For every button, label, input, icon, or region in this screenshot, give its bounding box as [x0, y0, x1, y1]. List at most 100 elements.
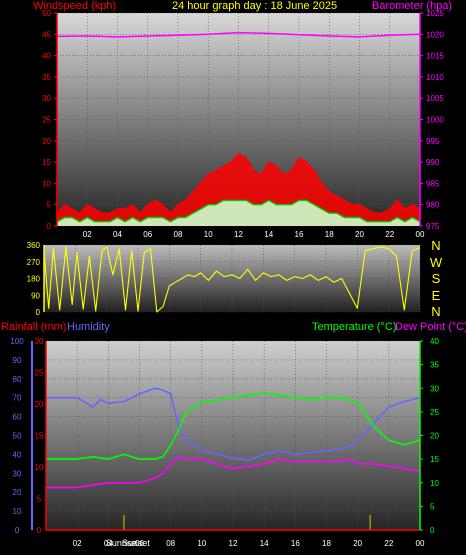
wind-tick-0: 0 [47, 222, 52, 231]
barometer-axis-title: Barometer (hpa) [372, 0, 452, 12]
baro-tick-990: 990 [426, 158, 440, 167]
rain-tick-30: 30 [35, 337, 44, 346]
dir-tick-90: 90 [31, 291, 40, 300]
rainfall-tick-labels: 0 5 10 15 20 25 30 [35, 337, 44, 535]
wind-hour-04: 04 [113, 230, 122, 239]
compass-label-n: N [431, 238, 440, 253]
humidity-tick-labels: 0 10 20 30 40 50 60 70 80 90 100 [10, 337, 24, 535]
baro-tick-1010: 1010 [426, 73, 444, 82]
wind-hour-14: 14 [264, 230, 273, 239]
baro-tick-1015: 1015 [426, 52, 444, 61]
temp-hour-06: 06 [135, 539, 144, 548]
wind-hour-08: 08 [174, 230, 183, 239]
wind-hour-06: 06 [143, 230, 152, 239]
temperature-hour-tick-labels: 02 04 06 08 10 12 14 16 18 20 22 00 [73, 539, 425, 548]
hum-tick-50: 50 [13, 432, 22, 441]
hum-tick-20: 20 [13, 488, 22, 497]
gust-line [56, 153, 421, 214]
barometer-tick-labels: 975 980 985 990 995 1000 1005 1010 1015 1020 1025 [420, 9, 444, 231]
temp-hour-02: 02 [73, 539, 82, 548]
baro-tick-980: 980 [426, 201, 440, 210]
temp-tick-30: 30 [430, 384, 439, 393]
temp-hour-22: 22 [384, 539, 393, 548]
wind-tick-15: 15 [42, 158, 51, 167]
temp-tick-0: 0 [430, 526, 435, 535]
baro-tick-1025: 1025 [426, 9, 444, 18]
dewpoint-axis-title: Dew Point (°C) [395, 321, 466, 333]
wind-tick-25: 25 [42, 116, 51, 125]
sunset-label: Sunset [122, 538, 151, 548]
temperature-line [46, 392, 421, 460]
rain-tick-0: 0 [37, 526, 42, 535]
baro-tick-1020: 1020 [426, 30, 444, 39]
temp-tick-15: 15 [430, 455, 439, 464]
temp-hour-04: 04 [104, 539, 113, 548]
direction-tick-labels: 0 90 180 270 360 [27, 241, 41, 317]
sunrise-label: Sunrise [106, 538, 137, 548]
baro-tick-1000: 1000 [426, 116, 444, 125]
hum-tick-90: 90 [13, 356, 22, 365]
hum-tick-10: 10 [13, 507, 22, 516]
temp-hour-18: 18 [322, 539, 331, 548]
direction-panel-series [43, 246, 421, 313]
wind-hour-18: 18 [325, 230, 334, 239]
hum-tick-80: 80 [13, 375, 22, 384]
compass-label-n-bottom: N [431, 304, 440, 319]
temp-hour-16: 16 [291, 539, 300, 548]
temperature-axis-title: Temperature (°C) [312, 321, 396, 333]
gust-area [57, 153, 420, 226]
humidity-line [46, 387, 421, 461]
rain-tick-25: 25 [35, 369, 44, 378]
barometer-line [56, 31, 421, 38]
windspeed-axis-title: Windspeed (kph) [33, 0, 116, 12]
hum-tick-0: 0 [15, 526, 20, 535]
baro-tick-1005: 1005 [426, 94, 444, 103]
temp-hour-10: 10 [197, 539, 206, 548]
wind-panel-series [56, 31, 421, 226]
temp-hour-00: 00 [416, 539, 425, 548]
rain-tick-5: 5 [37, 495, 42, 504]
wind-hour-16: 16 [295, 230, 304, 239]
windspeed-tick-labels: 0 5 10 15 20 25 30 35 40 45 50 [42, 9, 57, 231]
hum-tick-30: 30 [13, 469, 22, 478]
humidity-axis-title: Humidity [67, 321, 110, 333]
compass-label-w: W [430, 255, 443, 270]
average-area [57, 200, 420, 226]
wind-tick-50: 50 [42, 9, 51, 18]
hum-tick-40: 40 [13, 450, 22, 459]
dir-tick-0: 0 [36, 308, 41, 317]
wind-tick-40: 40 [42, 52, 51, 61]
temp-tick-5: 5 [430, 502, 435, 511]
temp-tick-20: 20 [430, 432, 439, 441]
baro-tick-985: 985 [426, 179, 440, 188]
wind-hour-10: 10 [204, 230, 213, 239]
wind-tick-45: 45 [42, 30, 51, 39]
temperature-tick-labels: 0 5 10 15 20 25 30 35 40 [420, 337, 439, 535]
compass-label-s: S [432, 271, 441, 286]
wind-tick-30: 30 [42, 94, 51, 103]
temp-hour-12: 12 [229, 539, 238, 548]
dir-tick-270: 270 [27, 258, 41, 267]
rain-tick-20: 20 [35, 400, 44, 409]
temp-tick-10: 10 [430, 479, 439, 488]
rain-tick-15: 15 [35, 432, 44, 441]
wind-hour-00: 00 [416, 230, 425, 239]
hum-tick-60: 60 [13, 413, 22, 422]
temperature-panel-series [46, 387, 421, 531]
baro-tick-995: 995 [426, 137, 440, 146]
wind-hour-12: 12 [234, 230, 243, 239]
wind-hour-20: 20 [355, 230, 364, 239]
wind-hour-02: 02 [83, 230, 92, 239]
dir-tick-180: 180 [27, 275, 41, 284]
temp-hour-20: 20 [353, 539, 362, 548]
rain-tick-10: 10 [35, 463, 44, 472]
rainfall-axis-title: Rainfall (mm) [1, 321, 66, 333]
hum-tick-100: 100 [10, 337, 24, 346]
compass-labels: N W S E N [430, 238, 443, 319]
wind-tick-20: 20 [42, 137, 51, 146]
baro-tick-975: 975 [426, 222, 440, 231]
direction-panel-grid [44, 244, 421, 313]
compass-label-e: E [432, 288, 441, 303]
wind-hour-tick-labels: 02 04 06 08 10 12 14 16 18 20 22 00 [83, 230, 425, 239]
temp-tick-25: 25 [430, 408, 439, 417]
